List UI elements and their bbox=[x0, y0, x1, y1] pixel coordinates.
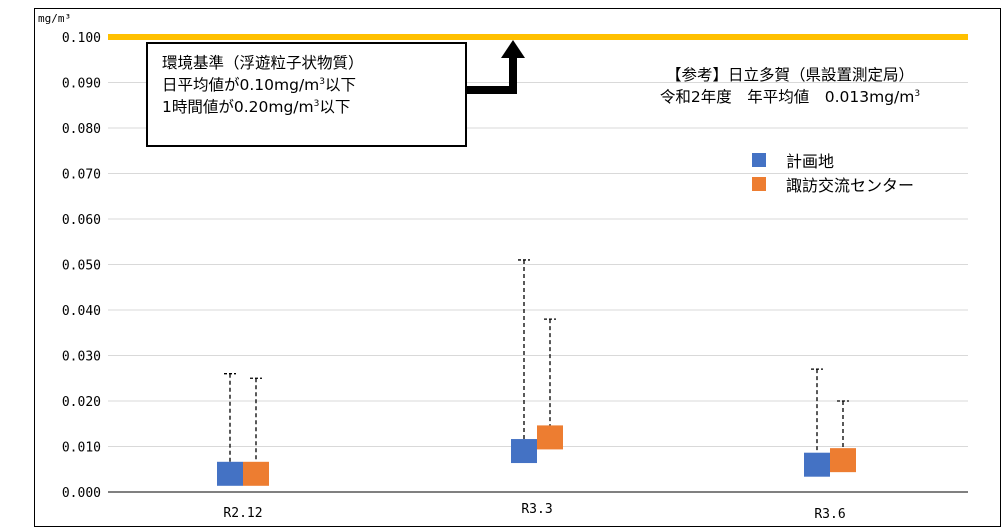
x-tick-label: R3.6 bbox=[814, 507, 845, 522]
data-point bbox=[537, 425, 563, 450]
legend-swatch-suwa bbox=[752, 177, 766, 191]
x-tick-label: R2.12 bbox=[223, 506, 262, 521]
y-tick-label: 0.030 bbox=[62, 350, 101, 365]
y-tick-label: 0.080 bbox=[62, 122, 101, 137]
reference-annotation: 【参考】日立多賀（県設置測定局） 令和2年度 年平均値 0.013mg/m3 bbox=[605, 64, 975, 108]
y-tick-label: 0.050 bbox=[62, 259, 101, 274]
legend-label-keikakuchi: 計画地 bbox=[786, 152, 835, 171]
y-tick-label: 0.000 bbox=[62, 486, 101, 501]
data-point bbox=[511, 439, 537, 464]
legend-swatch-keikakuchi bbox=[752, 153, 766, 167]
y-tick-label: 0.090 bbox=[62, 77, 101, 92]
x-tick-label: R3.3 bbox=[521, 502, 552, 517]
y-axis-unit: mg/m³ bbox=[38, 12, 71, 25]
legend: 計画地 諏訪交流センター bbox=[752, 148, 914, 196]
reference-value: 令和2年度 年平均値 0.013mg/m3 bbox=[659, 88, 921, 106]
legend-item-suwa: 諏訪交流センター bbox=[752, 172, 914, 196]
standard-arrow bbox=[467, 40, 525, 94]
y-tick-label: 0.040 bbox=[62, 304, 101, 319]
standard-annotation-box: 環境基準（浮遊粒子状物質） 日平均値が0.10mg/m3以下 1時間値が0.20… bbox=[146, 42, 467, 147]
y-tick-label: 0.010 bbox=[62, 441, 101, 456]
data-point bbox=[830, 448, 856, 473]
data-point bbox=[804, 452, 830, 477]
standard-daily: 日平均値が0.10mg/m3以下 bbox=[162, 76, 357, 94]
y-axis-unit-label: mg/m³ bbox=[38, 12, 71, 25]
data-point bbox=[243, 461, 269, 486]
standard-title: 環境基準（浮遊粒子状物質） bbox=[162, 54, 364, 72]
arrow-head bbox=[501, 40, 525, 58]
x-axis: R2.12 R3.3 R3.6 bbox=[108, 491, 968, 522]
arrow-shaft bbox=[467, 58, 517, 94]
data-point bbox=[217, 461, 243, 486]
y-tick-label: 0.100 bbox=[62, 31, 101, 46]
legend-label-suwa: 諏訪交流センター bbox=[786, 176, 915, 195]
y-tick-label: 0.070 bbox=[62, 168, 101, 183]
y-axis-ticks: 0.000 0.010 0.020 0.030 0.040 0.050 0.060 0.070… bbox=[62, 31, 101, 501]
y-tick-label: 0.020 bbox=[62, 395, 101, 410]
standard-hourly: 1時間値が0.20mg/m3以下 bbox=[162, 98, 351, 116]
reference-title: 【参考】日立多賀（県設置測定局） bbox=[665, 66, 914, 84]
legend-item-keikakuchi: 計画地 bbox=[752, 148, 914, 172]
series-marks bbox=[217, 259, 856, 486]
y-tick-label: 0.060 bbox=[62, 213, 101, 228]
